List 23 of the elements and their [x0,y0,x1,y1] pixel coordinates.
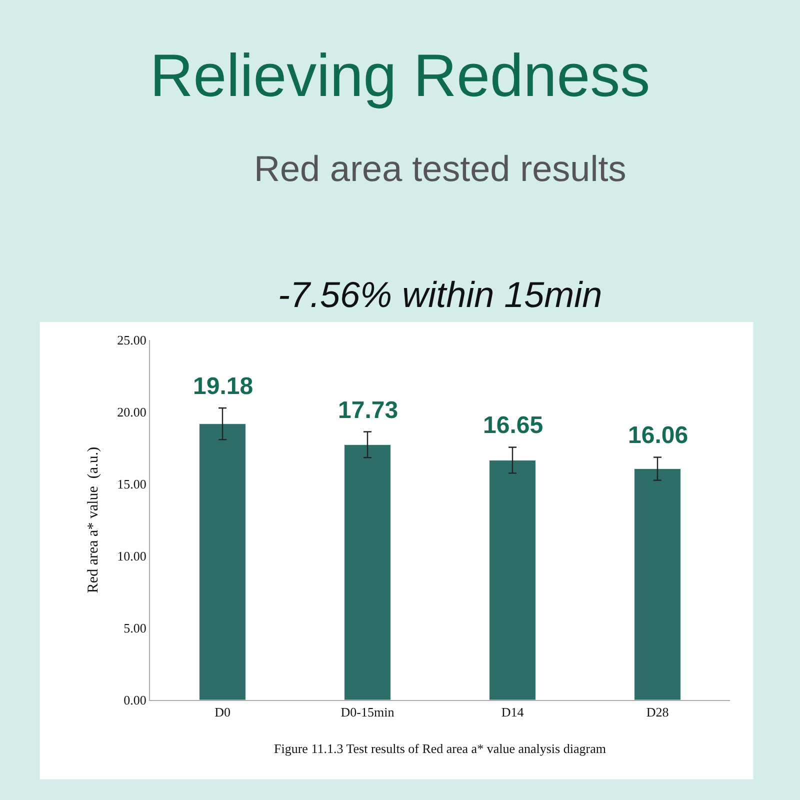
chart-subtitle: Red area tested results [254,148,626,189]
y-tick-label: 5.00 [124,620,146,636]
x-tick-label: D14 [501,704,524,720]
bar [634,468,681,700]
y-tick-label: 25.00 [117,332,146,348]
data-label: 17.73 [338,397,398,424]
x-tick-label: D0 [214,704,230,720]
x-tick-label: D28 [646,704,669,720]
data-label: 16.65 [483,412,544,439]
bar [489,460,536,700]
data-label: 19.18 [193,373,254,400]
y-tick-label: 15.00 [117,476,146,492]
bar [199,424,246,700]
caption: Figure 11.1.3 Test results of Red area a* value analysis diagram [274,741,606,756]
text: -7.56% within 15min [278,274,602,315]
bar [344,444,391,700]
chart-title: Relieving Redness [150,42,650,110]
y-axis-title: Red area a* value (a.u.) [85,446,102,594]
data-label: 16.06 [628,422,688,449]
x-tick-label: D0-15min [340,704,395,720]
y-tick-label: 20.00 [117,404,146,420]
y-tick-label: 10.00 [117,548,146,564]
y-tick-label: 0.00 [124,692,146,708]
